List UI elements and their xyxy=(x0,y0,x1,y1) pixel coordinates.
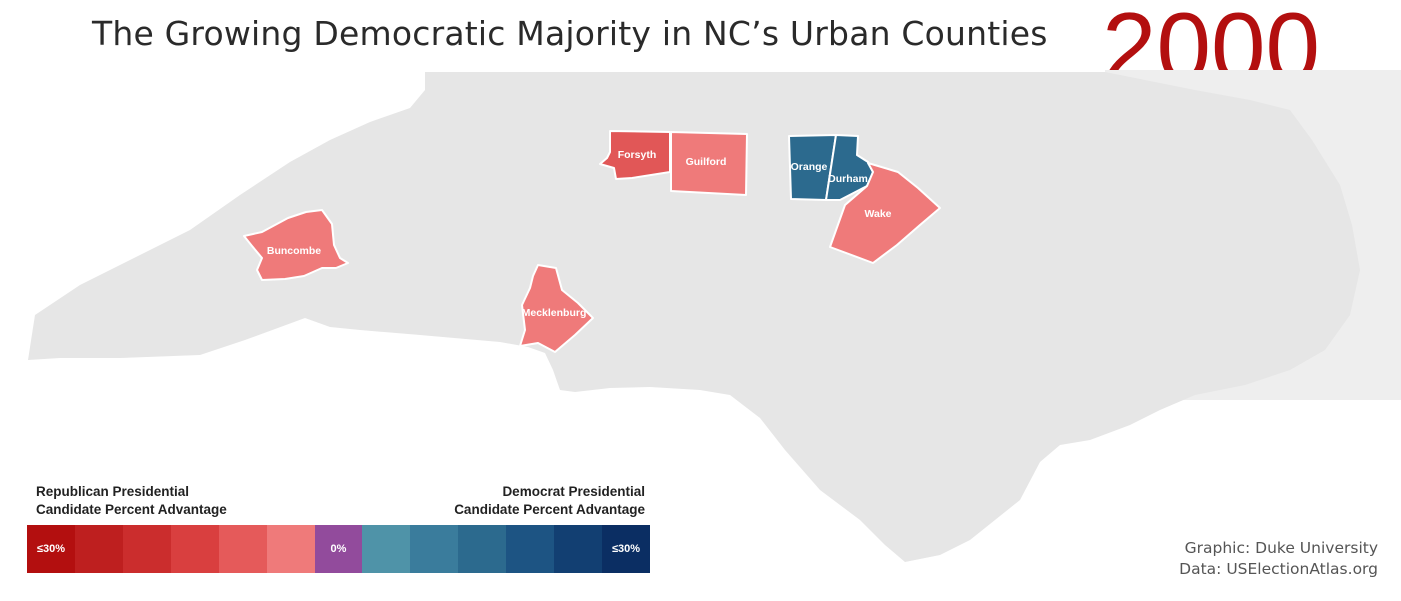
legend-swatch xyxy=(362,525,411,573)
legend-republican-line-2: Candidate Percent Advantage xyxy=(36,502,227,517)
county-label-forsyth: Forsyth xyxy=(618,149,657,161)
county-label-guilford: Guilford xyxy=(686,156,727,168)
county-label-wake: Wake xyxy=(864,208,891,220)
legend-swatch: 0% xyxy=(314,525,363,573)
legend-swatch xyxy=(554,525,603,573)
legend-swatch xyxy=(218,525,267,573)
county-label-durham: Durham xyxy=(828,173,868,185)
legend-swatch-label: 0% xyxy=(330,543,347,555)
credit-graphic: Graphic: Duke University xyxy=(1184,539,1378,557)
legend-color-scale: ≤30% 0% ≤30% xyxy=(27,525,650,573)
county-guilford[interactable] xyxy=(670,131,748,196)
legend-swatch-label: ≤30% xyxy=(611,543,641,555)
legend-swatch: ≤30% xyxy=(602,525,650,573)
county-wake[interactable] xyxy=(829,162,941,264)
legend-swatch-label: ≤30% xyxy=(36,543,65,555)
map-title: The Growing Democratic Majority in NC’s … xyxy=(92,14,1048,53)
legend-democrat-line-2: Candidate Percent Advantage xyxy=(454,502,645,517)
credit-data: Data: USElectionAtlas.org xyxy=(1179,560,1378,578)
north-carolina-shape xyxy=(28,72,1360,562)
legend-republican-heading: Republican Presidential Candidate Percen… xyxy=(36,483,227,519)
county-label-mecklenburg: Mecklenburg xyxy=(522,307,587,319)
legend-swatch xyxy=(122,525,171,573)
legend-swatch xyxy=(266,525,315,573)
county-label-buncombe: Buncombe xyxy=(267,245,321,257)
legend-democrat-heading: Democrat Presidential Candidate Percent … xyxy=(440,483,645,519)
legend-swatch xyxy=(506,525,555,573)
legend-swatch xyxy=(458,525,507,573)
legend-swatch xyxy=(74,525,123,573)
legend-swatch: ≤30% xyxy=(27,525,75,573)
legend-swatch xyxy=(170,525,219,573)
county-buncombe[interactable] xyxy=(243,209,349,281)
legend-democrat-line-1: Democrat Presidential xyxy=(502,484,645,499)
county-label-orange: Orange xyxy=(791,161,828,173)
legend-republican-line-1: Republican Presidential xyxy=(36,484,190,499)
legend-swatch xyxy=(410,525,459,573)
county-mecklenburg[interactable] xyxy=(519,264,594,353)
